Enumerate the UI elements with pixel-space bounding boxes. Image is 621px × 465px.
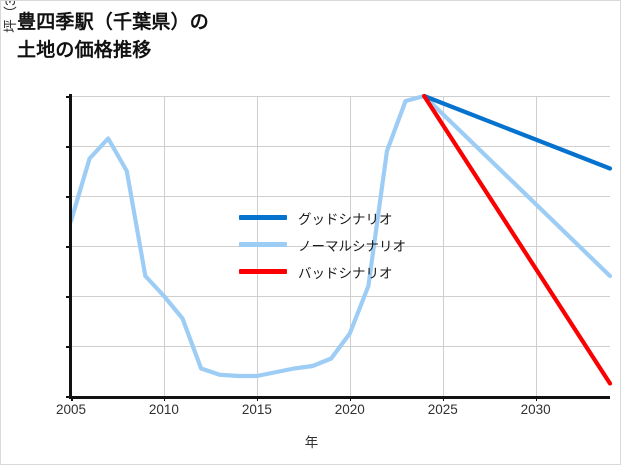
gridline-vertical bbox=[349, 96, 351, 396]
x-tick-mark bbox=[256, 396, 259, 401]
series-line bbox=[422, 93, 613, 386]
gridline-horizontal bbox=[71, 96, 610, 97]
x-tick-mark bbox=[163, 396, 166, 401]
legend-item-label: バッドシナリオ bbox=[298, 265, 393, 281]
legend-item-label: グッドシナリオ bbox=[298, 211, 393, 227]
x-axis-title: 年 bbox=[304, 435, 319, 450]
legend-color-swatch bbox=[239, 242, 287, 247]
x-tick-label: 2025 bbox=[427, 402, 458, 417]
y-axis-line bbox=[69, 94, 72, 398]
legend-item-label: ノーマルシナリオ bbox=[298, 238, 406, 254]
y-tick-mark bbox=[66, 196, 71, 198]
x-axis-line bbox=[69, 396, 610, 399]
x-tick-label: 2005 bbox=[55, 402, 87, 417]
legend-item[interactable]: バッドシナリオ bbox=[239, 258, 406, 285]
y-tick-mark bbox=[66, 396, 71, 398]
gridline-horizontal bbox=[71, 296, 610, 297]
y-axis-title: 坪（3.3㎡）単価（万円） bbox=[1, 1, 19, 101]
x-tick-mark bbox=[349, 396, 352, 401]
legend-item[interactable]: ノーマルシナリオ bbox=[239, 231, 406, 258]
gridline-horizontal bbox=[71, 196, 610, 197]
series-lines bbox=[68, 93, 613, 386]
x-tick-label: 2030 bbox=[520, 402, 551, 417]
x-tick-label: 2010 bbox=[148, 402, 179, 417]
gridline-vertical bbox=[535, 96, 537, 396]
series-line bbox=[422, 93, 613, 171]
x-tick-label: 2020 bbox=[334, 402, 365, 417]
gridline-vertical bbox=[163, 96, 165, 396]
series-line bbox=[68, 93, 613, 379]
gridline-vertical bbox=[442, 96, 444, 396]
legend-color-swatch bbox=[239, 269, 287, 274]
x-tick-mark bbox=[71, 396, 73, 401]
y-tick-mark bbox=[66, 296, 71, 298]
x-tick-label: 2015 bbox=[241, 402, 272, 417]
x-tick-mark bbox=[442, 396, 445, 401]
legend-item[interactable]: グッドシナリオ bbox=[239, 204, 406, 231]
y-tick-mark bbox=[66, 346, 71, 348]
page-title: 豊四季駅（千葉県）の 土地の価格推移 bbox=[17, 12, 210, 61]
y-tick-mark bbox=[66, 96, 71, 98]
legend-color-swatch bbox=[239, 215, 287, 220]
y-tick-mark bbox=[66, 246, 71, 248]
gridline-horizontal bbox=[71, 146, 610, 147]
chart-legend: グッドシナリオ ノーマルシナリオ バッドシナリオ bbox=[239, 204, 406, 285]
x-tick-mark bbox=[535, 396, 538, 401]
y-tick-mark bbox=[66, 146, 71, 148]
gridline-horizontal bbox=[71, 246, 610, 247]
